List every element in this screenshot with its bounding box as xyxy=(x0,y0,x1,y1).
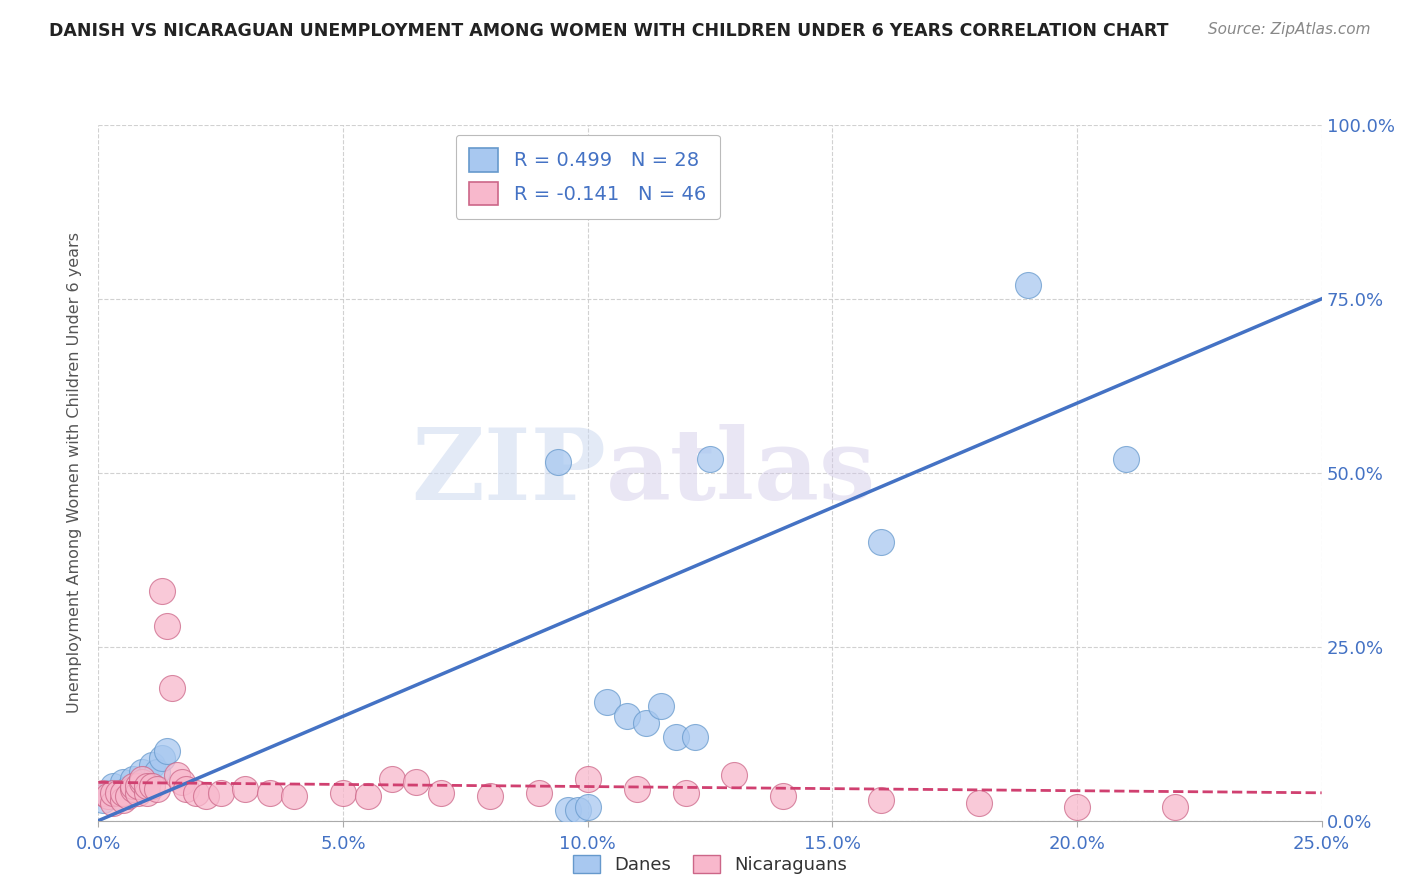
Point xyxy=(97,786,120,800)
Point xyxy=(557,803,579,817)
Legend: Danes, Nicaraguans: Danes, Nicaraguans xyxy=(565,847,855,881)
Point xyxy=(967,796,990,810)
Point xyxy=(97,789,120,804)
Point xyxy=(567,803,589,817)
Point xyxy=(141,779,163,793)
Point xyxy=(665,730,688,744)
Point xyxy=(101,779,124,793)
Point xyxy=(650,698,672,713)
Point xyxy=(1164,799,1187,814)
Point xyxy=(596,695,619,709)
Point xyxy=(101,796,124,810)
Point xyxy=(209,786,232,800)
Point xyxy=(405,775,427,789)
Point xyxy=(127,779,149,793)
Point xyxy=(547,455,569,469)
Point xyxy=(146,782,169,797)
Point xyxy=(91,793,114,807)
Point xyxy=(527,786,550,800)
Point xyxy=(186,786,208,800)
Point xyxy=(121,782,143,797)
Point xyxy=(136,779,159,793)
Point xyxy=(111,786,134,800)
Point xyxy=(91,786,114,800)
Point xyxy=(156,619,179,633)
Point xyxy=(117,789,139,804)
Point xyxy=(156,744,179,758)
Point xyxy=(131,772,153,786)
Point xyxy=(150,751,173,765)
Point xyxy=(576,799,599,814)
Point xyxy=(136,786,159,800)
Point xyxy=(141,758,163,772)
Point xyxy=(111,775,134,789)
Point xyxy=(616,709,638,723)
Text: atlas: atlas xyxy=(606,425,876,521)
Point xyxy=(636,716,658,731)
Point xyxy=(283,789,305,804)
Point xyxy=(195,789,218,804)
Point xyxy=(136,772,159,786)
Point xyxy=(121,772,143,786)
Point xyxy=(430,786,453,800)
Point xyxy=(870,535,893,549)
Point xyxy=(626,782,648,797)
Point xyxy=(1017,277,1039,292)
Point xyxy=(166,768,188,782)
Point xyxy=(176,782,198,797)
Point xyxy=(356,789,378,804)
Point xyxy=(150,584,173,599)
Point xyxy=(107,789,129,804)
Y-axis label: Unemployment Among Women with Children Under 6 years: Unemployment Among Women with Children U… xyxy=(67,232,83,714)
Point xyxy=(117,782,139,797)
Text: DANISH VS NICARAGUAN UNEMPLOYMENT AMONG WOMEN WITH CHILDREN UNDER 6 YEARS CORREL: DANISH VS NICARAGUAN UNEMPLOYMENT AMONG … xyxy=(49,22,1168,40)
Point xyxy=(146,764,169,779)
Point xyxy=(381,772,404,786)
Point xyxy=(772,789,794,804)
Point xyxy=(121,779,143,793)
Point xyxy=(685,730,707,744)
Point xyxy=(478,789,501,804)
Point xyxy=(127,779,149,793)
Point xyxy=(675,786,697,800)
Point xyxy=(723,768,745,782)
Text: Source: ZipAtlas.com: Source: ZipAtlas.com xyxy=(1208,22,1371,37)
Point xyxy=(170,775,193,789)
Point xyxy=(101,786,124,800)
Point xyxy=(870,793,893,807)
Point xyxy=(131,775,153,789)
Point xyxy=(107,786,129,800)
Point xyxy=(233,782,256,797)
Point xyxy=(1115,451,1137,466)
Text: ZIP: ZIP xyxy=(411,425,606,521)
Point xyxy=(1066,799,1088,814)
Point xyxy=(332,786,354,800)
Point xyxy=(127,786,149,800)
Point xyxy=(259,786,281,800)
Point xyxy=(131,764,153,779)
Point xyxy=(160,681,183,696)
Point xyxy=(111,793,134,807)
Point xyxy=(576,772,599,786)
Point xyxy=(699,451,721,466)
